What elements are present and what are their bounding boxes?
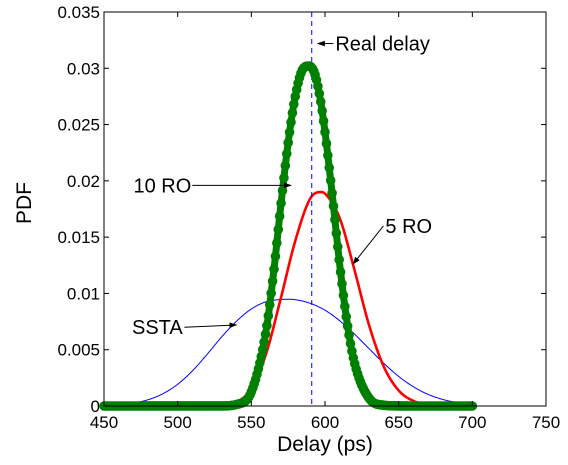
series-marker bbox=[247, 383, 258, 393]
series-marker bbox=[293, 78, 303, 89]
series-marker bbox=[348, 353, 359, 363]
series-marker bbox=[315, 96, 326, 107]
series-marker bbox=[335, 267, 346, 277]
annotation-arrow bbox=[352, 225, 384, 265]
series-marker bbox=[317, 106, 327, 116]
x-tick-label: 450 bbox=[90, 413, 118, 432]
y-tick-label: 0.03 bbox=[67, 59, 100, 78]
series-marker bbox=[272, 238, 282, 248]
series-marker bbox=[256, 351, 267, 362]
series-marker bbox=[279, 173, 289, 183]
series-marker bbox=[262, 320, 272, 331]
y-tick-label: 0.01 bbox=[67, 284, 100, 303]
annotation-arrow bbox=[184, 322, 238, 329]
series-marker bbox=[318, 116, 329, 126]
series-line-ssta bbox=[103, 298, 473, 407]
series-marker bbox=[337, 279, 347, 289]
series-marker bbox=[325, 175, 336, 186]
series-marker bbox=[283, 137, 293, 148]
series-marker bbox=[266, 288, 276, 299]
series-marker bbox=[352, 368, 363, 379]
series-marker bbox=[321, 138, 332, 149]
y-tick-label: 0.035 bbox=[57, 3, 100, 22]
series-marker bbox=[310, 69, 320, 80]
annotation-label-5-ro: 5 RO bbox=[385, 216, 432, 238]
series-marker bbox=[324, 162, 335, 173]
annotation-10-ro: 10 RO bbox=[133, 175, 292, 197]
series-marker bbox=[287, 108, 298, 118]
series-marker bbox=[281, 148, 292, 159]
series-marker bbox=[263, 310, 274, 321]
series-marker bbox=[347, 346, 357, 356]
series-marker bbox=[330, 214, 340, 225]
series-marker bbox=[269, 264, 279, 274]
series-marker bbox=[253, 364, 264, 374]
series-marker bbox=[351, 364, 361, 374]
series-marker bbox=[327, 188, 337, 198]
series-marker bbox=[290, 91, 301, 102]
series-marker bbox=[340, 301, 350, 312]
series-marker bbox=[320, 127, 330, 137]
series-marker bbox=[264, 300, 275, 310]
y-tick-label: 0.015 bbox=[57, 228, 100, 247]
series-marker bbox=[286, 117, 296, 128]
series-marker bbox=[338, 290, 349, 301]
series-marker bbox=[249, 379, 259, 389]
series-marker bbox=[252, 369, 262, 380]
annotation-ssta: SSTA bbox=[132, 317, 238, 339]
annotation-5-ro: 5 RO bbox=[352, 216, 432, 265]
x-tick-label: 650 bbox=[384, 413, 412, 432]
series-marker bbox=[276, 198, 286, 209]
y-tick-label: 0.02 bbox=[67, 172, 100, 191]
x-tick-label: 600 bbox=[311, 413, 339, 432]
series-marker bbox=[255, 358, 265, 368]
series-marker bbox=[250, 374, 261, 385]
annotation-label-ssta: SSTA bbox=[132, 317, 183, 339]
series-marker bbox=[284, 127, 295, 138]
y-tick-label: 0.025 bbox=[57, 116, 100, 135]
series-marker bbox=[274, 211, 285, 221]
axes-layer: 450 500 550 600 650 700 750 0 0.005 0.01 0.015 0.02… bbox=[57, 3, 560, 432]
y-tick-label: 0.005 bbox=[57, 341, 100, 360]
plot-area bbox=[104, 12, 546, 406]
series-marker bbox=[349, 358, 360, 369]
series-marker bbox=[341, 311, 352, 322]
series-marker bbox=[270, 251, 281, 262]
x-tick-label: 700 bbox=[458, 413, 486, 432]
x-axis-title: Delay (ps) bbox=[277, 433, 373, 456]
series-marker bbox=[311, 75, 322, 85]
y-axis-title: PDF bbox=[13, 182, 36, 224]
series-marker bbox=[280, 160, 291, 171]
series-marker bbox=[332, 242, 343, 252]
x-tick-label: 750 bbox=[532, 413, 560, 432]
series-marker bbox=[273, 224, 284, 235]
x-tick-label: 550 bbox=[237, 413, 265, 432]
series-marker bbox=[267, 276, 278, 287]
series-marker bbox=[328, 201, 339, 211]
x-tick-label: 500 bbox=[163, 413, 191, 432]
series-marker bbox=[277, 185, 288, 196]
series-marker bbox=[291, 84, 302, 95]
series-marker bbox=[331, 228, 342, 239]
series-marker bbox=[260, 329, 271, 340]
y-tick-label: 0 bbox=[91, 397, 100, 416]
series-ssta bbox=[103, 298, 473, 407]
annotation-label-10-ro: 10 RO bbox=[133, 175, 191, 197]
annotation-real-delay: Real delay bbox=[316, 34, 430, 56]
series-marker bbox=[334, 254, 344, 265]
series-marker bbox=[342, 321, 353, 332]
annotation-label-real-delay: Real delay bbox=[335, 34, 430, 56]
series-marker bbox=[323, 150, 333, 161]
annotation-layer: Real delay 10 RO 5 RO SSTA bbox=[132, 34, 432, 340]
